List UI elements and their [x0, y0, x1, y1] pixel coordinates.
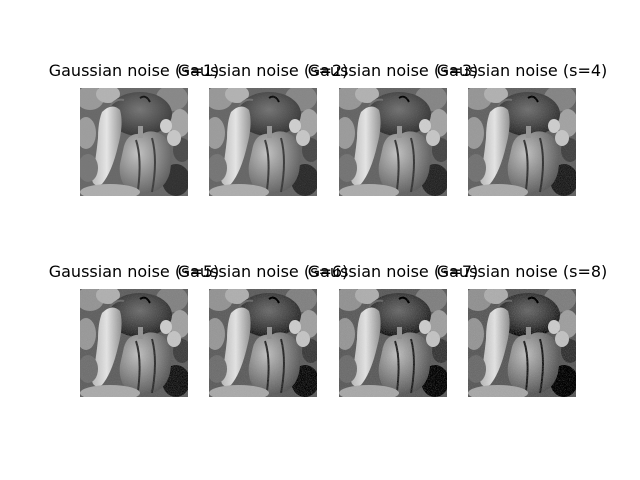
- subplot-title: Gaussian noise (s=3): [307, 61, 479, 80]
- peppers-image: [80, 289, 188, 397]
- subplot-title: Gaussian noise (s=1): [48, 61, 220, 80]
- subplot-title: Gaussian noise (s=5): [48, 262, 220, 281]
- subplot-5: Gaussian noise (s=5): [49, 262, 219, 397]
- peppers-image: [339, 289, 447, 397]
- subplot-8: Gaussian noise (s=8): [437, 262, 607, 397]
- peppers-image: [339, 88, 447, 196]
- subplot-2: Gaussian noise (s=2): [178, 61, 348, 196]
- subplot-title: Gaussian noise (s=2): [177, 61, 349, 80]
- subplot-title: Gaussian noise (s=7): [307, 262, 479, 281]
- subplot-1: Gaussian noise (s=1): [49, 61, 219, 196]
- subplot-6: Gaussian noise (s=6): [178, 262, 348, 397]
- peppers-image: [468, 88, 576, 196]
- peppers-image: [468, 289, 576, 397]
- peppers-image: [209, 289, 317, 397]
- subplot-4: Gaussian noise (s=4): [437, 61, 607, 196]
- subplot-7: Gaussian noise (s=7): [308, 262, 478, 397]
- peppers-image: [80, 88, 188, 196]
- subplot-title: Gaussian noise (s=4): [436, 61, 608, 80]
- peppers-image: [209, 88, 317, 196]
- subplot-3: Gaussian noise (s=3): [308, 61, 478, 196]
- subplot-title: Gaussian noise (s=8): [436, 262, 608, 281]
- subplot-title: Gaussian noise (s=6): [177, 262, 349, 281]
